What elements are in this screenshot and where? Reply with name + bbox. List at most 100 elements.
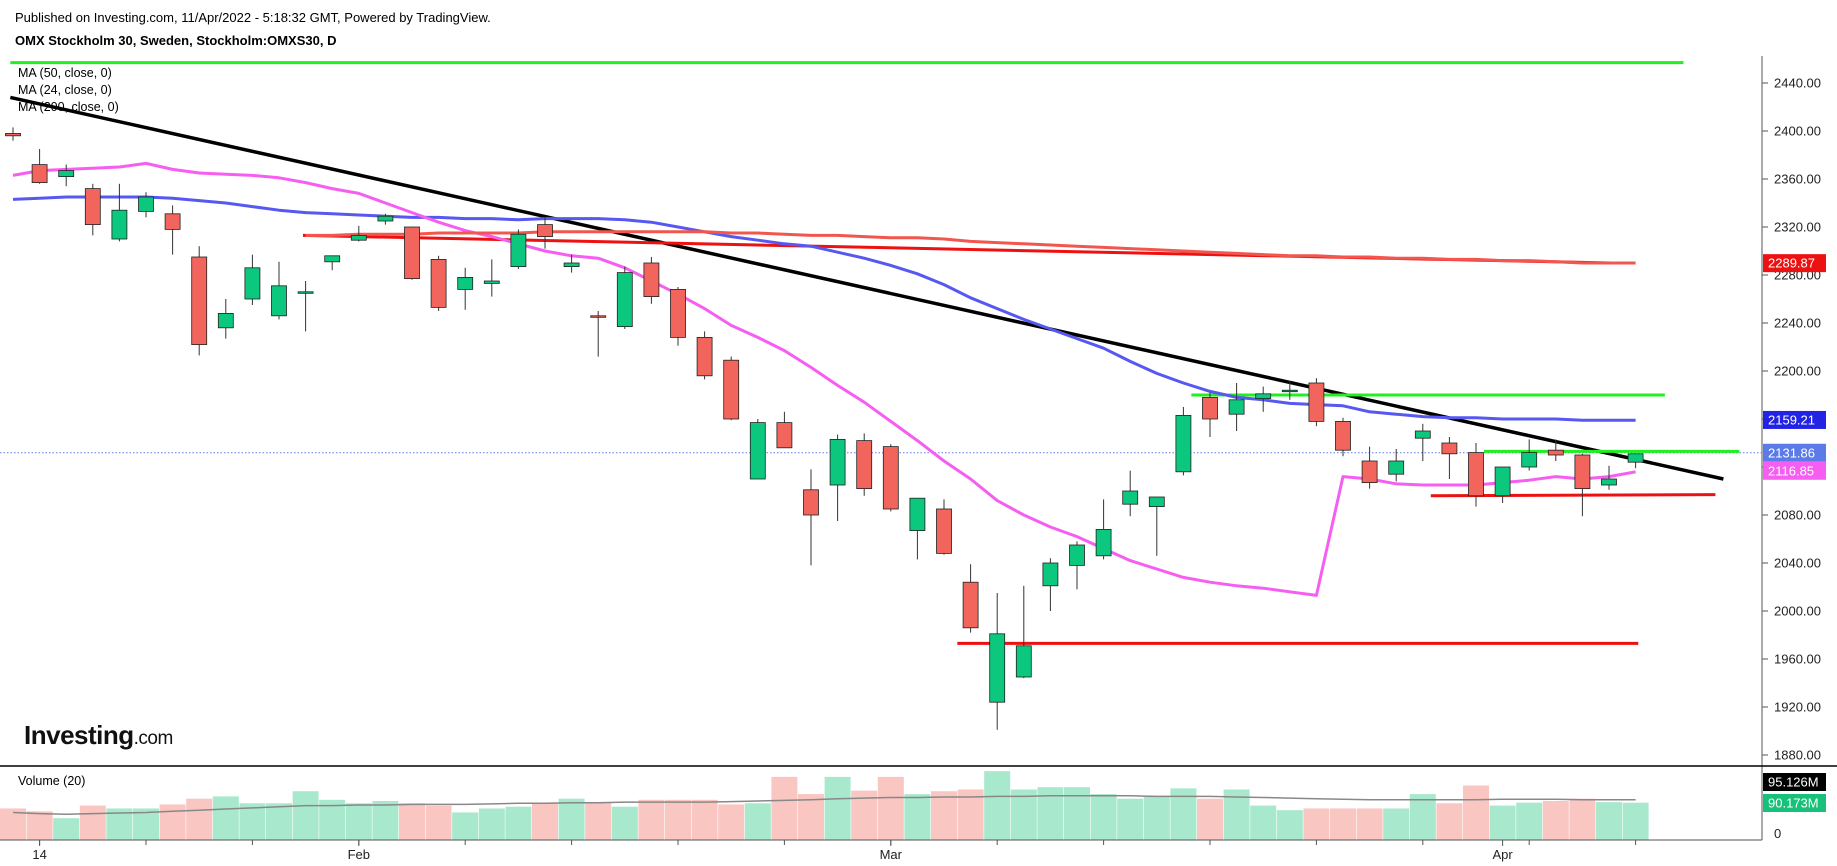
- candle: [138, 192, 154, 218]
- candle: [111, 183, 128, 242]
- candle: [936, 499, 952, 555]
- legend-ma24: MA (24, close, 0): [18, 83, 112, 97]
- candle: [1574, 453, 1591, 517]
- candle-body: [1335, 420, 1351, 451]
- candle: [1335, 417, 1351, 457]
- candle-body: [1042, 562, 1059, 587]
- candle: [324, 255, 341, 271]
- volume-bar: [1489, 805, 1516, 840]
- published-caption: Published on Investing.com, 11/Apr/2022 …: [15, 10, 491, 25]
- candle: [244, 254, 261, 305]
- candle: [164, 205, 181, 255]
- y-tick-label: 2200.00: [1774, 364, 1821, 379]
- candle: [856, 433, 873, 496]
- volume-bar: [1596, 802, 1622, 840]
- volume-bar: [1250, 805, 1277, 840]
- volume-bar: [133, 808, 159, 840]
- y-tick-label: 2240.00: [1774, 316, 1821, 331]
- symbol-title: OMX Stockholm 30, Sweden, Stockholm:OMXS…: [15, 33, 337, 48]
- volume-bar: [1569, 798, 1596, 840]
- investing-logo: Investing.com: [24, 720, 173, 751]
- volume-bar: [558, 798, 585, 840]
- x-tick-label: Mar: [880, 847, 903, 862]
- volume-bar: [212, 796, 239, 840]
- volume-bar: [904, 794, 931, 840]
- volume-bar: [1010, 789, 1037, 840]
- candle-body: [58, 170, 75, 178]
- candle: [1494, 466, 1511, 503]
- candle: [84, 183, 101, 236]
- volume-bar: [1542, 800, 1569, 840]
- candle: [563, 254, 580, 273]
- candle: [1175, 407, 1192, 476]
- volume-bar: [1330, 808, 1356, 840]
- candle: [1122, 470, 1139, 517]
- candle-body: [483, 280, 500, 284]
- last-price-tag-label: 2131.86: [1768, 445, 1815, 460]
- volume-bar: [1276, 810, 1303, 840]
- candle: [1148, 496, 1165, 556]
- ma-line-1: [12, 161, 1636, 597]
- volume-bar: [931, 791, 957, 840]
- candle: [1308, 378, 1325, 427]
- candle-body: [643, 262, 660, 297]
- volume-bar: [585, 802, 612, 840]
- volume-bar: [1143, 796, 1170, 840]
- candle: [723, 356, 740, 421]
- y-tick-label: 2040.00: [1774, 556, 1821, 571]
- ma50-tag-label: 2159.21: [1768, 412, 1815, 427]
- volume-bar: [239, 803, 266, 840]
- x-tick-label: Feb: [348, 847, 370, 862]
- candle: [749, 419, 766, 480]
- candle: [1521, 439, 1538, 471]
- y-tick-label: 1920.00: [1774, 700, 1821, 715]
- candle-body: [1202, 396, 1218, 420]
- candle: [1627, 453, 1644, 469]
- volume-bar: [292, 791, 319, 840]
- candle-body: [271, 285, 287, 317]
- candle-body: [723, 359, 740, 420]
- y-tick-label: 2080.00: [1774, 508, 1821, 523]
- candle-body: [1468, 452, 1484, 497]
- candle-body: [1122, 490, 1139, 505]
- candle: [696, 331, 713, 380]
- candle: [590, 311, 607, 357]
- candle-body: [1148, 496, 1165, 508]
- candle-body: [1441, 442, 1458, 455]
- candle-body: [829, 438, 846, 486]
- candle-body: [696, 336, 713, 377]
- candle-body: [936, 508, 952, 554]
- y-tick-label: 1960.00: [1774, 652, 1821, 667]
- last-price-tag: [1763, 443, 1826, 462]
- ma24-tag-label: 2116.85: [1768, 463, 1814, 478]
- candle-body: [882, 446, 899, 510]
- candle: [1202, 392, 1218, 437]
- candle: [404, 226, 420, 280]
- candle: [1281, 380, 1298, 400]
- y-tick-label: 2000.00: [1774, 604, 1821, 619]
- volume-bar: [0, 808, 26, 840]
- candle-body: [1228, 399, 1245, 415]
- candle-body: [537, 224, 553, 238]
- volume-bar: [824, 776, 851, 840]
- trendline-line: [9, 95, 1724, 481]
- volume-bar: [159, 804, 186, 840]
- candle-body: [1521, 452, 1538, 468]
- candle-body: [1095, 529, 1112, 557]
- y-tick-label: 2440.00: [1774, 76, 1821, 91]
- volume-bar: [1622, 802, 1649, 840]
- candle: [1069, 541, 1085, 590]
- volume-bar: [1223, 789, 1250, 840]
- candle-body: [803, 489, 819, 516]
- volume-bar: [399, 803, 425, 840]
- candle: [271, 261, 287, 320]
- candle-body: [1015, 645, 1032, 678]
- logo-suffix: .com: [133, 728, 174, 749]
- candle-body: [324, 255, 341, 263]
- y-tick-label: 2400.00: [1774, 124, 1821, 139]
- candle-body: [244, 267, 261, 300]
- ma50-tag: [1763, 410, 1826, 429]
- candle-body: [616, 272, 633, 328]
- volume-bar: [452, 812, 479, 840]
